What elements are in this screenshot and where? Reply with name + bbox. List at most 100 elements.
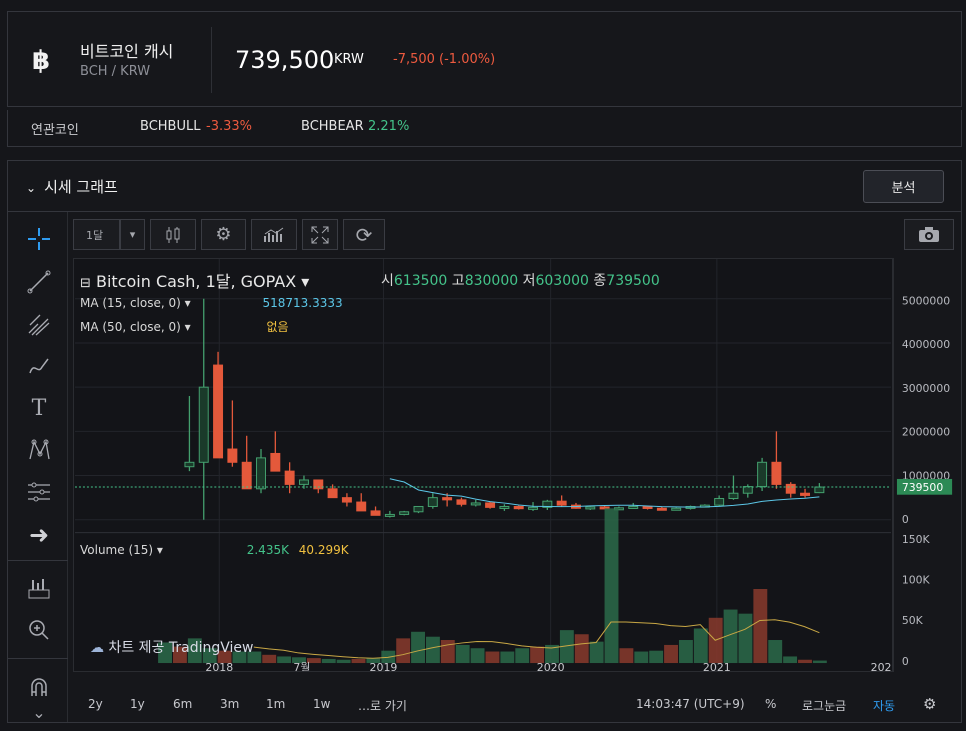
volume-bar	[798, 659, 812, 664]
volume-bar	[366, 658, 381, 664]
indicators-icon[interactable]	[251, 219, 297, 250]
log-scale-toggle[interactable]: 로그눈금	[802, 699, 847, 713]
brush-icon[interactable]	[22, 351, 56, 381]
candle-body	[184, 461, 195, 468]
chevron-down-icon[interactable]: ⌄	[32, 702, 46, 722]
candle-body	[227, 448, 238, 463]
prediction-tool-icon[interactable]	[22, 477, 56, 507]
volume-bar	[172, 646, 187, 664]
time-axis-label: 202	[871, 661, 892, 672]
volume-ma-value: 40.299K	[298, 543, 349, 557]
chart-legend-symbol[interactable]: ⊟ Bitcoin Cash, 1달, GOPAX ▾	[80, 272, 310, 291]
chevron-down-icon[interactable]: ⌄	[26, 181, 37, 195]
interval-select[interactable]: 1달	[73, 219, 120, 250]
related-coins-bar: 연관코인 BCHBULL -3.33% BCHBEAR 2.21%	[7, 110, 962, 147]
volume-bar	[336, 659, 351, 664]
candle-body	[399, 511, 410, 515]
candle-body	[585, 506, 596, 510]
tradingview-watermark[interactable]: ☁ 차트 제공 TradingView	[90, 637, 253, 657]
coin-name: 비트코인 캐시	[80, 42, 174, 61]
range-6m[interactable]: 6m	[173, 697, 193, 711]
volume-bar	[500, 651, 515, 664]
volume-bar	[664, 644, 678, 664]
goto-date[interactable]: …로 가기	[358, 699, 407, 713]
analysis-button[interactable]: 분석	[863, 170, 944, 203]
percent-toggle[interactable]: %	[765, 697, 777, 711]
related-coin-name[interactable]: BCHBEAR	[301, 119, 364, 134]
volume-bar	[619, 648, 634, 664]
volume-bar	[753, 588, 768, 664]
price-tag-label: 739500	[902, 481, 943, 494]
volume-bar	[693, 628, 708, 664]
time-axis-label: 2021	[703, 661, 731, 672]
range-1w[interactable]: 1w	[313, 697, 331, 711]
ma50-label: MA (50, close, 0)	[80, 320, 181, 334]
candle-body	[313, 479, 324, 490]
current-price: 739,500	[235, 46, 335, 74]
candle-body	[628, 505, 639, 509]
volume-bar	[723, 609, 738, 664]
range-1y[interactable]: 1y	[130, 697, 145, 711]
fullscreen-icon[interactable]	[302, 219, 338, 250]
ma15-legend[interactable]: MA (15, close, 0) ▾ 518713.3333	[80, 296, 343, 310]
price-unit: KRW	[334, 52, 364, 67]
camera-icon[interactable]	[904, 219, 954, 250]
related-coin-name[interactable]: BCHBULL	[140, 119, 201, 134]
auto-scale-toggle[interactable]: 자동	[873, 699, 896, 713]
candle-body	[470, 502, 481, 506]
crosshair-icon[interactable]	[22, 224, 56, 254]
range-2y[interactable]: 2y	[88, 697, 103, 711]
arrow-left-icon[interactable]: ➜	[28, 521, 50, 549]
related-coin-change: -3.33%	[206, 119, 252, 134]
candle-body	[671, 507, 682, 511]
time-axis-label: 7월	[293, 661, 310, 672]
zoom-in-icon[interactable]	[22, 615, 56, 645]
price-axis-label: 0	[902, 513, 909, 526]
collapse-icon[interactable]: ⊟	[80, 276, 91, 291]
pitchfork-icon[interactable]	[22, 309, 56, 339]
candle-style-icon[interactable]	[150, 219, 196, 250]
volume-legend[interactable]: Volume (15) ▾ 2.435K 40.299K	[80, 543, 349, 557]
divider	[211, 27, 212, 93]
volume-bar	[292, 657, 306, 664]
candle-body	[556, 500, 567, 506]
ma15-value: 518713.3333	[262, 296, 343, 310]
chevron-down-icon[interactable]: ▾	[120, 219, 145, 250]
candle-body	[656, 507, 667, 511]
watermark-text: 차트 제공 TradingView	[108, 640, 254, 656]
ma15-line	[389, 478, 820, 508]
volume-bar	[678, 640, 693, 664]
trend-line-icon[interactable]	[22, 267, 56, 297]
settings-icon[interactable]: ⚙	[201, 219, 246, 250]
volume-bar	[470, 648, 485, 664]
candle-body	[384, 513, 395, 517]
candlestick-chart[interactable]: 2018 7월 2019 2020 2021 202	[73, 258, 893, 672]
range-3m[interactable]: 3m	[220, 697, 240, 711]
candle-body	[814, 486, 825, 494]
price-axis[interactable]: 5000000400000030000002000000100000007395…	[893, 258, 959, 672]
price-chart-panel: ⌄ 시세 그래프 분석 T ➜ ⌄ 1달 ▾ ⚙ ⟳ 2018 7월 2019 2020…	[7, 160, 962, 723]
candle-body	[284, 470, 295, 485]
candle-body	[356, 501, 367, 512]
candle-body	[341, 497, 352, 503]
candle-body	[485, 502, 496, 508]
candle-body	[327, 488, 338, 499]
tradingview-logo-icon: ☁	[90, 640, 104, 656]
pattern-icon[interactable]	[22, 435, 56, 465]
measure-icon[interactable]	[22, 574, 56, 604]
candle-body	[714, 498, 725, 506]
refresh-icon[interactable]: ⟳	[343, 219, 385, 250]
chart-panel-header[interactable]: ⌄ 시세 그래프	[26, 176, 118, 197]
settings-icon[interactable]: ⚙	[923, 695, 937, 713]
text-tool-icon[interactable]: T	[31, 395, 47, 421]
divider	[8, 211, 961, 212]
volume-bar	[306, 658, 321, 664]
volume-bar	[589, 641, 604, 664]
magnet-icon[interactable]	[22, 672, 56, 702]
range-1m[interactable]: 1m	[266, 697, 286, 711]
high-label: 고	[451, 273, 465, 289]
volume-bar	[530, 646, 545, 664]
candle-body	[771, 461, 782, 485]
candle-body	[728, 492, 739, 500]
ma50-legend[interactable]: MA (50, close, 0) ▾ 없음	[80, 320, 289, 334]
